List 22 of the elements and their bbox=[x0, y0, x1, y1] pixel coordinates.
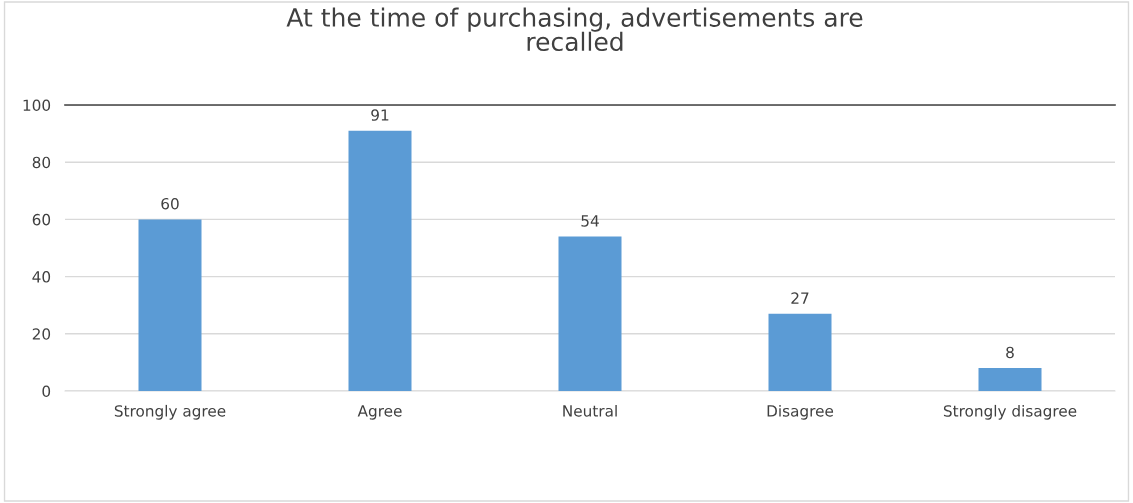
bar bbox=[558, 236, 622, 391]
x-tick-label: Neutral bbox=[563, 404, 617, 417]
bar bbox=[348, 130, 412, 391]
data-label: 60 bbox=[161, 197, 179, 210]
chart-title: At the time of purchasing, advertisements are recalled bbox=[286, 7, 863, 52]
y-tick-label: 80 bbox=[32, 156, 51, 169]
data-label: 54 bbox=[581, 215, 599, 227]
y-tick-label: 40 bbox=[32, 271, 51, 283]
y-tick-label: 60 bbox=[32, 213, 51, 226]
bar bbox=[768, 313, 832, 391]
data-label: 27 bbox=[791, 292, 809, 304]
bar bbox=[978, 368, 1042, 391]
y-tick-label: 100 bbox=[23, 99, 51, 112]
y-tick-label: 20 bbox=[32, 328, 51, 340]
bar bbox=[138, 219, 202, 391]
data-label: 91 bbox=[371, 109, 389, 121]
y-tick-label: 0 bbox=[42, 385, 51, 398]
x-tick-label: Agree bbox=[357, 405, 402, 420]
x-tick-label: Disagree bbox=[767, 404, 834, 420]
x-tick-label: Strongly agree bbox=[114, 404, 226, 420]
data-label: 8 bbox=[1006, 346, 1014, 359]
x-tick-label: Strongly disagree bbox=[943, 404, 1077, 420]
